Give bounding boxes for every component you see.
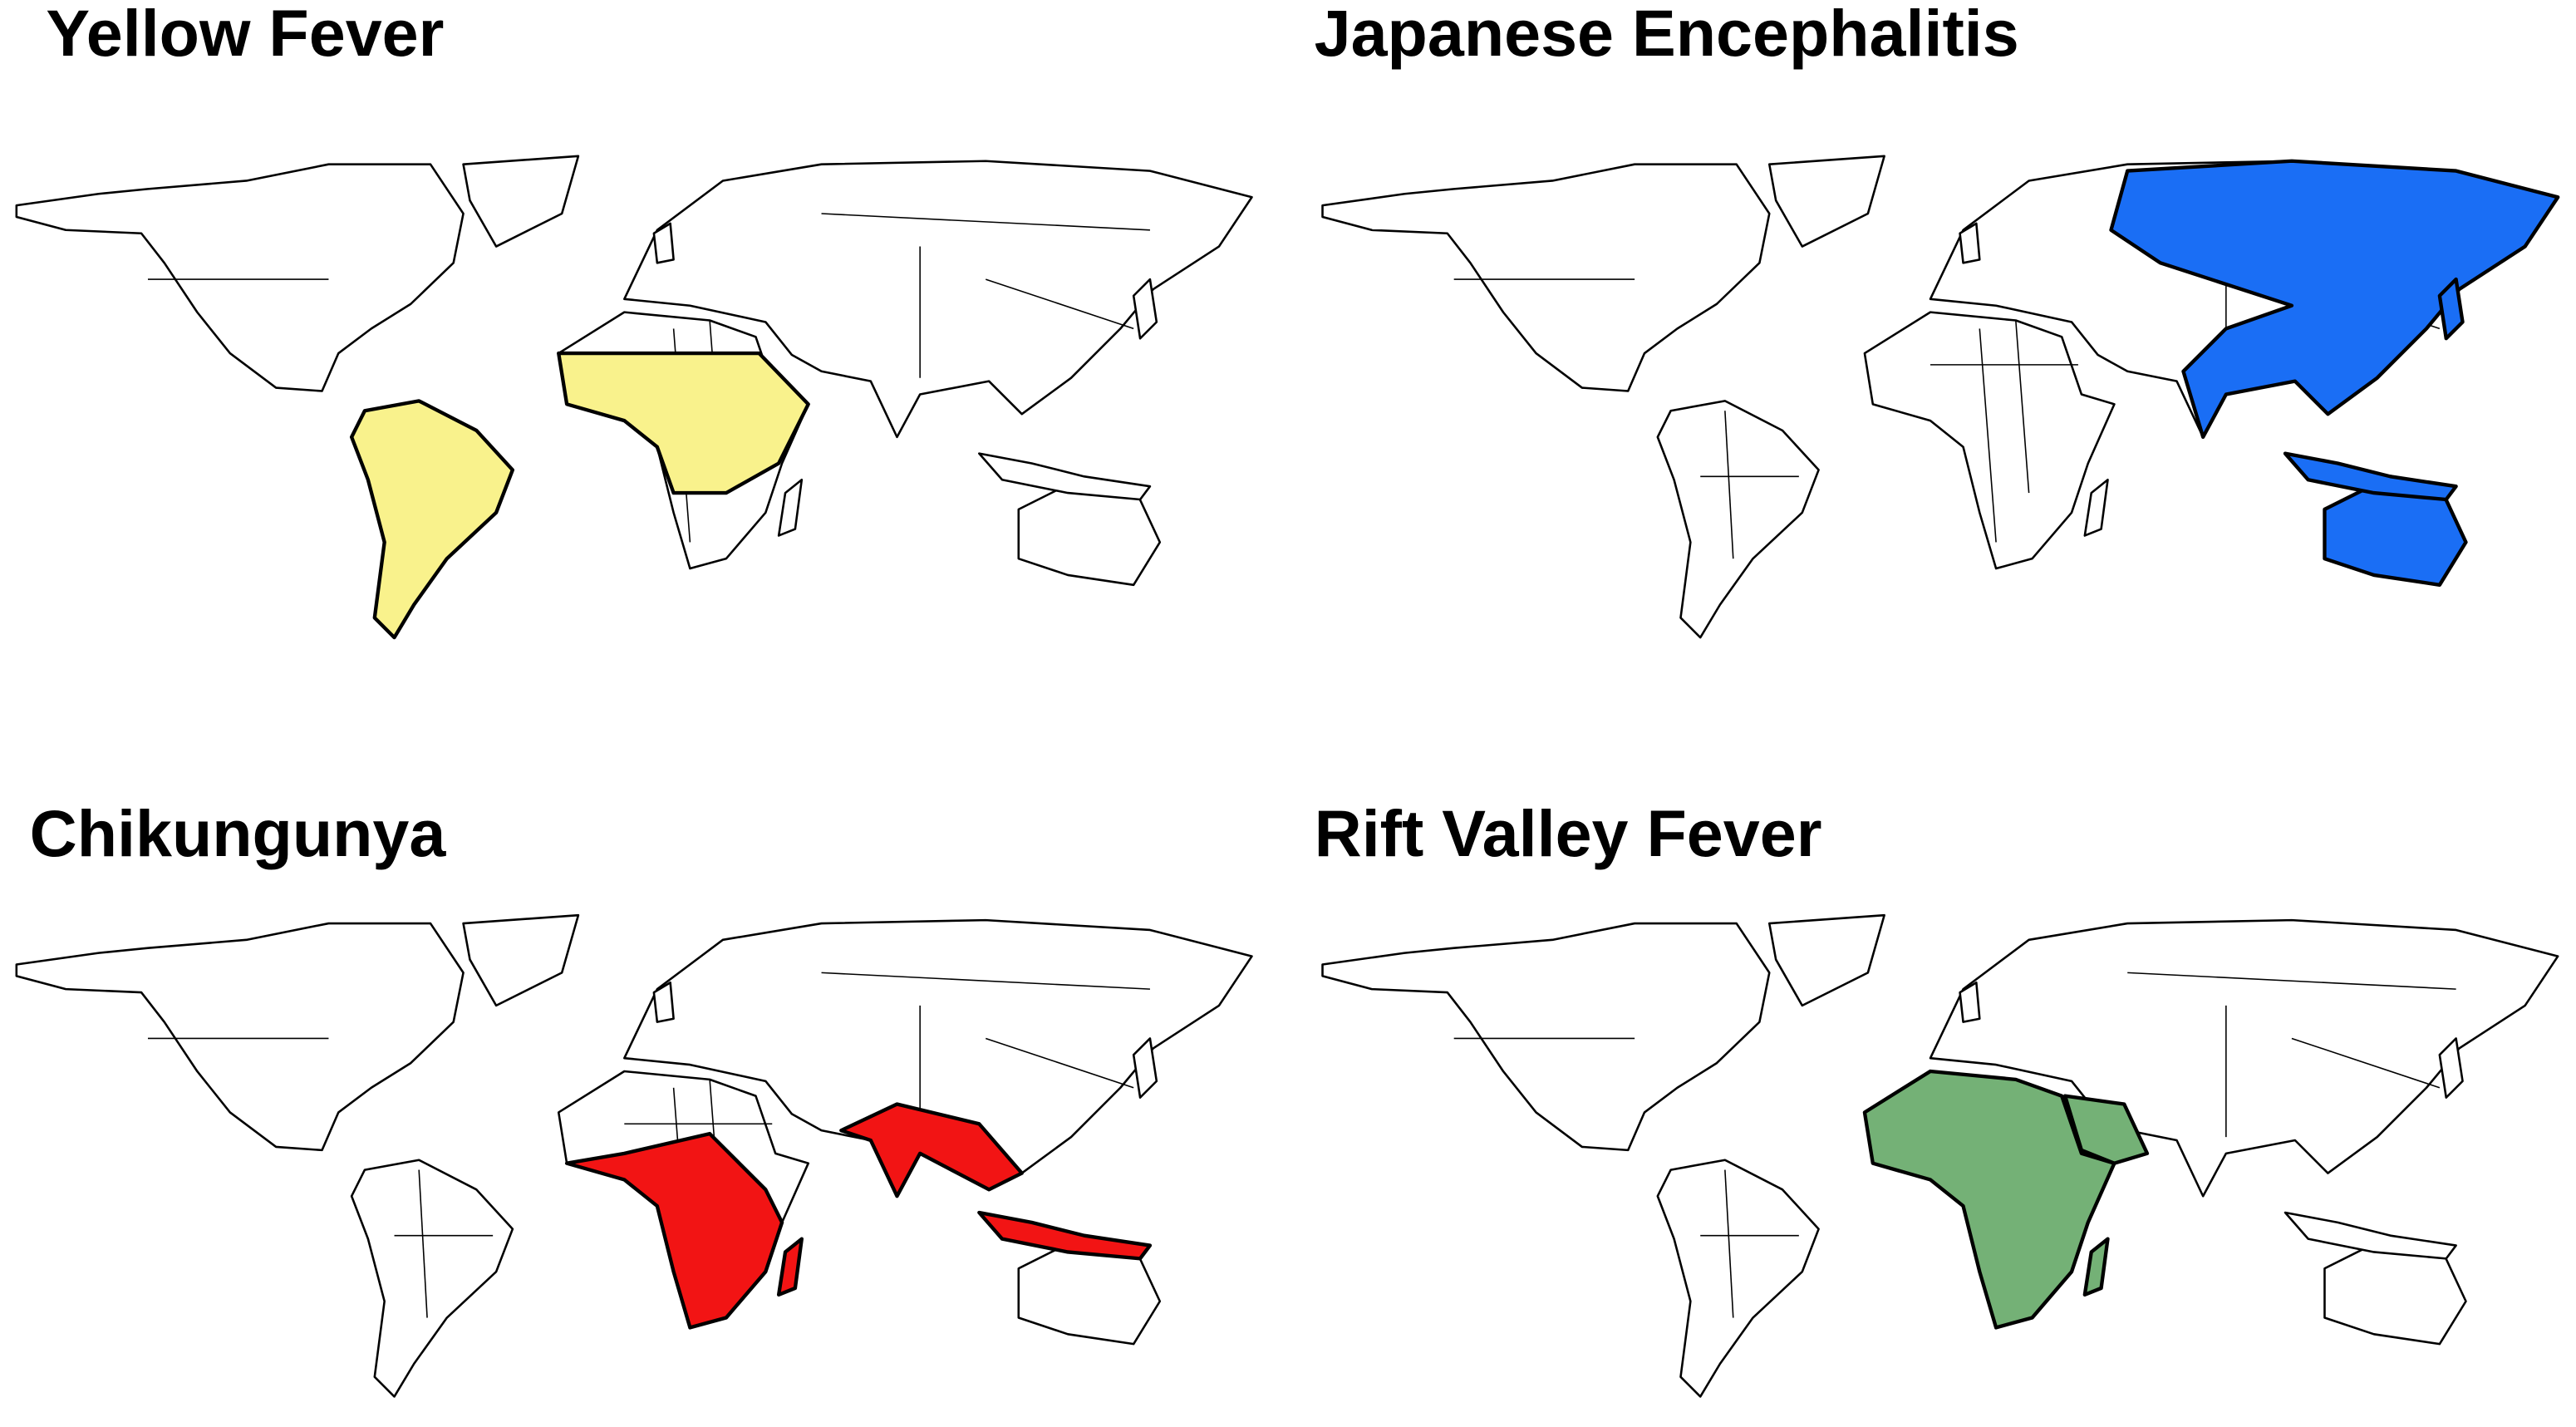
affected-region <box>2082 1237 2110 1297</box>
country <box>350 1159 514 1398</box>
border <box>1724 1169 1734 1318</box>
border <box>2015 320 2030 494</box>
affected-region <box>776 1237 804 1297</box>
country <box>462 913 580 1007</box>
border <box>1724 411 1734 559</box>
affected-region <box>557 351 810 495</box>
country <box>623 918 1253 1198</box>
panel-title: Japanese Encephalitis <box>1315 0 2019 70</box>
map-panel <box>15 913 1253 1398</box>
country <box>2083 478 2109 537</box>
country <box>1959 222 1981 264</box>
border <box>2291 1037 2441 1089</box>
panel-title: Yellow Fever <box>46 0 444 70</box>
border <box>418 1169 428 1318</box>
country <box>1321 163 1771 392</box>
border <box>1979 328 1997 543</box>
affected-region <box>349 399 515 640</box>
country <box>1863 311 2116 570</box>
affected-region <box>2283 451 2458 502</box>
country <box>1767 155 1885 248</box>
country <box>2283 1211 2457 1260</box>
panel-title: Rift Valley Fever <box>1315 796 1822 870</box>
country <box>652 222 675 264</box>
affected-region <box>564 1131 784 1330</box>
country <box>1656 400 1820 639</box>
border <box>821 972 1150 990</box>
panel-title: Chikungunya <box>30 796 447 870</box>
map-panel <box>1321 155 2560 639</box>
map-panel <box>15 155 1253 640</box>
affected-region <box>839 1102 1024 1198</box>
country <box>623 160 1253 439</box>
country <box>15 922 465 1152</box>
border <box>985 278 1134 330</box>
affected-region <box>1862 1069 2116 1330</box>
country <box>1132 1037 1158 1099</box>
affected-region <box>977 1210 1153 1261</box>
country <box>652 981 675 1023</box>
map-panel <box>1321 913 2559 1398</box>
affected-region <box>2437 277 2465 341</box>
country <box>462 155 580 248</box>
country <box>1132 278 1158 340</box>
country <box>15 163 465 392</box>
country <box>1767 913 1885 1007</box>
affected-region <box>2109 159 2560 440</box>
border <box>985 1037 1134 1089</box>
border <box>2127 972 2456 990</box>
country <box>777 478 804 537</box>
country <box>1959 981 1981 1023</box>
affected-region <box>2062 1094 2150 1165</box>
country <box>2438 1037 2464 1099</box>
country <box>1656 1159 1820 1398</box>
country <box>1321 922 1771 1152</box>
country <box>978 452 1152 501</box>
border <box>821 213 1150 231</box>
